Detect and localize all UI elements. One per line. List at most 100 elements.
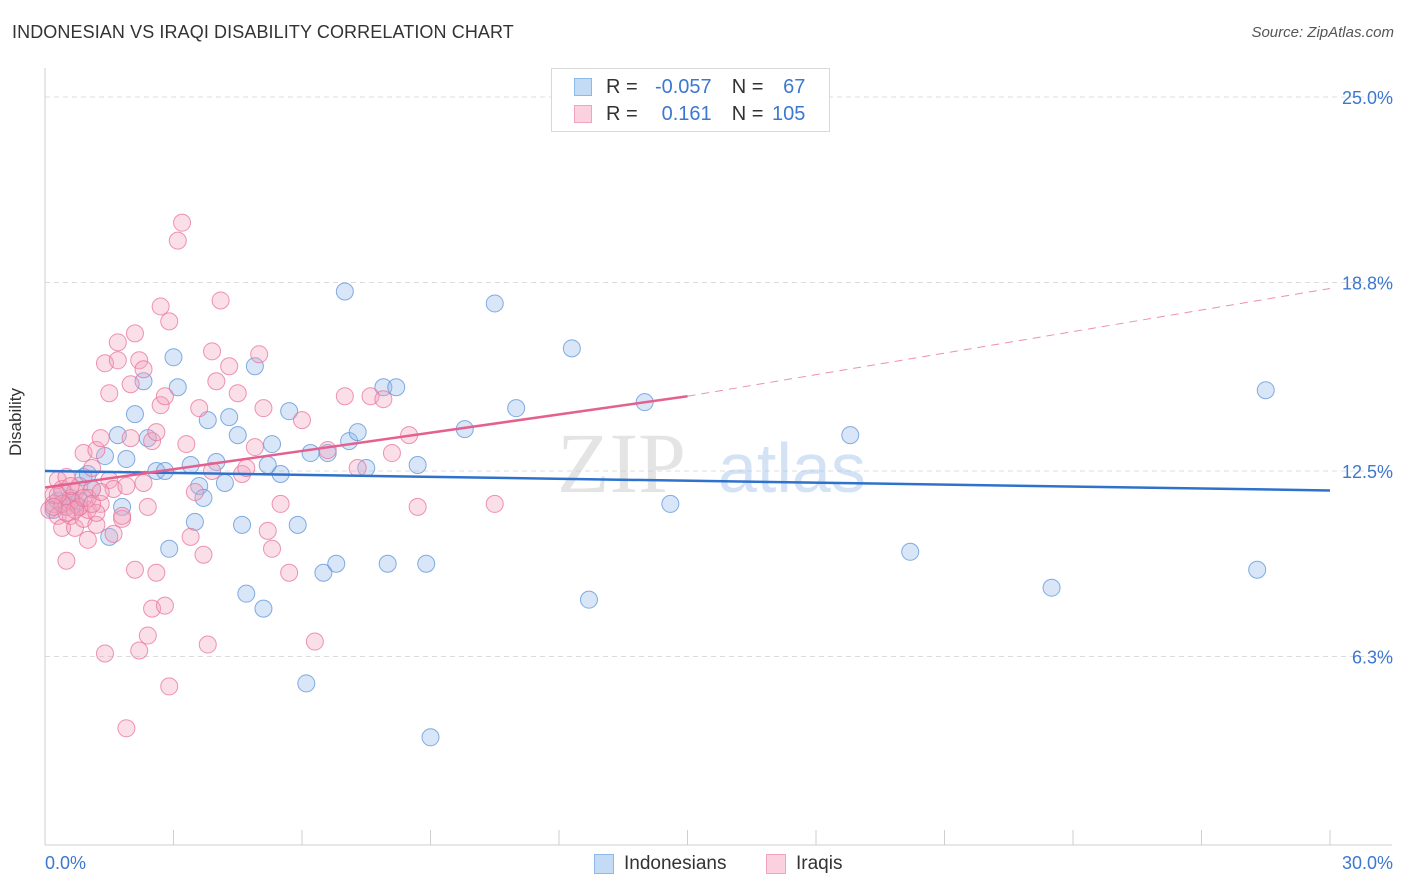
iraqis-point: [194, 545, 213, 564]
chart-title: INDONESIAN VS IRAQI DISABILITY CORRELATI…: [12, 22, 514, 42]
iraqis-point: [87, 503, 106, 522]
iraqis-point: [181, 527, 200, 546]
indonesians-point: [237, 584, 256, 603]
iraqis-point: [155, 387, 174, 406]
indonesians-point: [901, 542, 920, 561]
iraqis-point: [173, 213, 192, 232]
iraqis-point: [318, 441, 337, 460]
iraqis-point: [61, 476, 80, 495]
indonesians-point: [1042, 578, 1061, 597]
iraqis-point: [263, 539, 282, 558]
iraqis-point: [258, 521, 277, 540]
iraqis-point: [293, 411, 311, 430]
iraqis-point: [121, 375, 140, 394]
indonesians-point: [485, 294, 504, 313]
watermark-zip: ZIP: [557, 415, 686, 511]
axes: [44, 68, 1392, 846]
data-points: [40, 213, 1275, 747]
iraqis-point: [83, 459, 102, 478]
iraqis-point: [168, 231, 187, 250]
y-tick-label: 12.5%: [1342, 462, 1393, 482]
iraqis-point: [138, 497, 157, 516]
indonesians-point: [562, 339, 581, 358]
iraqis-point: [113, 506, 132, 525]
indonesians-point: [164, 348, 183, 367]
iraqis-trend-line: [44, 394, 688, 489]
indonesians-point: [841, 426, 860, 445]
indonesians-point: [1256, 381, 1275, 400]
iraqis-point: [87, 441, 106, 460]
iraqis-point: [374, 390, 393, 409]
indonesians-point: [507, 399, 526, 418]
iraqis-point: [151, 297, 170, 316]
indonesians-point: [1248, 560, 1267, 579]
indonesians-point: [185, 512, 204, 531]
iraqis-point: [143, 432, 162, 451]
iraqis-point: [44, 497, 63, 516]
iraqis-point: [121, 429, 140, 448]
iraqis-point: [485, 494, 504, 513]
y-tick-label: 18.8%: [1342, 274, 1393, 294]
y-tick-label: 6.3%: [1352, 648, 1393, 668]
iraqis-point: [254, 399, 273, 418]
r-label: R =: [606, 75, 638, 98]
indonesians-point: [220, 408, 239, 427]
trend-lines: [44, 287, 1331, 492]
r-value: 0.161: [661, 102, 712, 125]
indonesians-point: [215, 473, 234, 492]
iraqis-point: [177, 435, 196, 454]
bottom-legend-iraqis: Iraqis: [766, 852, 842, 876]
iraqis-point: [125, 324, 144, 343]
iraqis-point: [207, 372, 226, 391]
n-value: 105: [772, 102, 806, 125]
iraqis-legend-label: Iraqis: [796, 853, 843, 874]
indonesians-point: [421, 728, 440, 747]
tick-labels: 6.3% 12.5% 18.8% 25.0% 0.0% 30.0%: [45, 88, 1393, 873]
watermark: ZIP atlas: [557, 415, 866, 511]
indonesians-point: [125, 405, 144, 424]
r-value: -0.057: [654, 75, 712, 98]
iraqis-point: [117, 476, 136, 495]
iraqis-point: [408, 497, 427, 516]
indonesians-point: [297, 674, 316, 693]
indonesians-legend-label: Indonesians: [624, 853, 727, 874]
legend-row-indonesians: R = -0.057 N = 67: [574, 75, 805, 99]
iraqis-point: [125, 560, 144, 579]
indonesians-point: [579, 590, 598, 609]
iraqis-point: [108, 351, 127, 370]
n-label: N =: [731, 102, 764, 125]
n-label: N =: [731, 75, 764, 98]
iraqis-point: [155, 596, 174, 615]
iraqis-point: [198, 635, 217, 654]
indonesians-trend-line: [44, 469, 1331, 492]
indonesians-legend-swatch: [594, 854, 614, 874]
indonesians-point: [417, 554, 436, 573]
indonesians-point: [387, 378, 406, 397]
iraqis-legend-swatch: [766, 854, 786, 874]
iraqis-point: [305, 632, 324, 651]
indonesians-point: [245, 357, 264, 376]
iraqis-point: [245, 438, 264, 457]
iraqis-point: [228, 384, 247, 403]
r-label: R =: [606, 102, 638, 125]
correlation-legend: R = -0.057 N = 67 R = 0.161 N = 105: [551, 68, 830, 132]
bottom-legend-indonesians: Indonesians: [594, 852, 726, 876]
iraqis-point: [91, 429, 110, 448]
watermark-atlas: atlas: [718, 429, 866, 507]
iraqis-point: [160, 312, 179, 331]
iraqis-point: [250, 345, 269, 364]
source-label: Source: ZipAtlas.com: [1251, 24, 1394, 41]
iraqis-point: [130, 641, 149, 660]
iraqis-point: [335, 387, 354, 406]
indonesians-point: [288, 515, 307, 534]
indonesians-point: [263, 435, 282, 454]
iraqis-point: [138, 626, 157, 645]
iraqis-point: [348, 459, 367, 478]
iraqis-point: [78, 530, 97, 549]
iraqis-point: [220, 357, 239, 376]
indonesians-swatch: [574, 78, 592, 96]
iraqis-point: [211, 291, 230, 310]
iraqis-point: [117, 719, 136, 738]
iraqis-trend-extension: [687, 287, 1331, 397]
